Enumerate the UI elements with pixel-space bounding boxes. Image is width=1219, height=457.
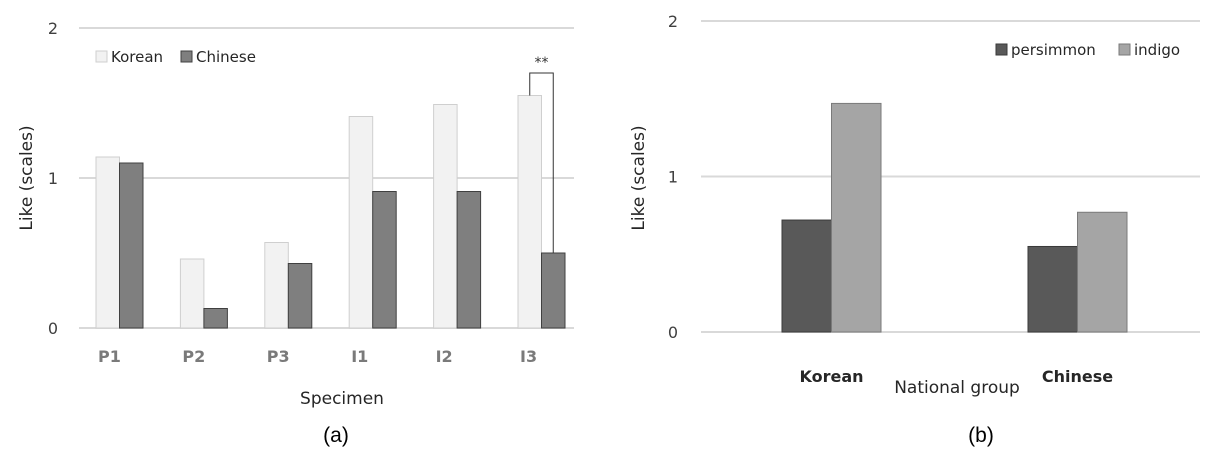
y-axis-title: Like (scales) [17, 125, 37, 230]
bar-korean-p1 [95, 156, 120, 329]
y-tick-label: 1 [668, 168, 678, 187]
x-category-label: P3 [267, 347, 290, 366]
x-axis-title: National group [894, 378, 1020, 398]
chart-a-canvas: 0 1 2 P1 P2 P3 I1 I2 I3 Specimen Like (scales) Kore… [17, 19, 574, 447]
figure-caption: (b) [968, 424, 994, 447]
x-category-label: P1 [98, 347, 121, 366]
legend-label-indigo: indigo [1134, 41, 1180, 59]
y-tick-label: 0 [668, 323, 678, 342]
x-category-label: I3 [520, 347, 537, 366]
bar-indigo-chinese [1077, 211, 1128, 333]
x-axis-title: Specimen [300, 389, 384, 409]
bar-chinese-p1 [119, 162, 144, 329]
bar-korean-i3 [517, 95, 542, 329]
bar-korean-i1 [348, 116, 374, 329]
x-category-label: Chinese [1042, 367, 1113, 386]
x-category-label: I1 [351, 347, 368, 366]
y-axis-title: Like (scales) [629, 125, 649, 230]
chart-b: 0 1 2 Korean Chinese National group Like (scal… [600, 0, 1219, 457]
bar-chinese-i1 [372, 191, 397, 329]
bar-indigo-korean [831, 102, 882, 333]
legend-label-chinese: Chinese [196, 48, 256, 66]
significance-marker: ** [535, 55, 549, 71]
y-tick-label: 0 [48, 319, 58, 338]
bar-chinese-p2 [203, 308, 228, 329]
chart-b-canvas: 0 1 2 Korean Chinese National group Like (scal… [629, 12, 1200, 447]
bar-korean-p2 [179, 258, 205, 329]
bar-persimmon-chinese [1027, 245, 1078, 333]
x-category-label: I2 [436, 347, 453, 366]
legend-swatch-persimmon [995, 43, 1008, 56]
bar-chinese-i3 [541, 252, 566, 329]
chart-a: 0 1 2 P1 P2 P3 I1 I2 I3 Specimen Like (scales) Kore… [0, 0, 600, 457]
bar-korean-p3 [264, 242, 289, 329]
x-category-label: Korean [799, 367, 863, 386]
bar-korean-i2 [433, 104, 458, 329]
legend-label-korean: Korean [111, 48, 163, 66]
significance-bracket [529, 72, 554, 253]
bar-chinese-i2 [456, 191, 482, 329]
bar-chinese-p3 [287, 263, 313, 329]
bar-persimmon-korean [781, 219, 832, 333]
legend-swatch-chinese [180, 50, 193, 63]
legend-swatch-indigo [1118, 43, 1131, 56]
y-tick-label: 1 [48, 169, 58, 188]
legend-swatch-korean [95, 50, 108, 63]
figure-caption: (a) [323, 424, 349, 447]
x-category-label: P2 [182, 347, 205, 366]
y-tick-label: 2 [668, 12, 678, 31]
y-tick-label: 2 [48, 19, 58, 38]
legend-label-persimmon: persimmon [1011, 41, 1096, 59]
